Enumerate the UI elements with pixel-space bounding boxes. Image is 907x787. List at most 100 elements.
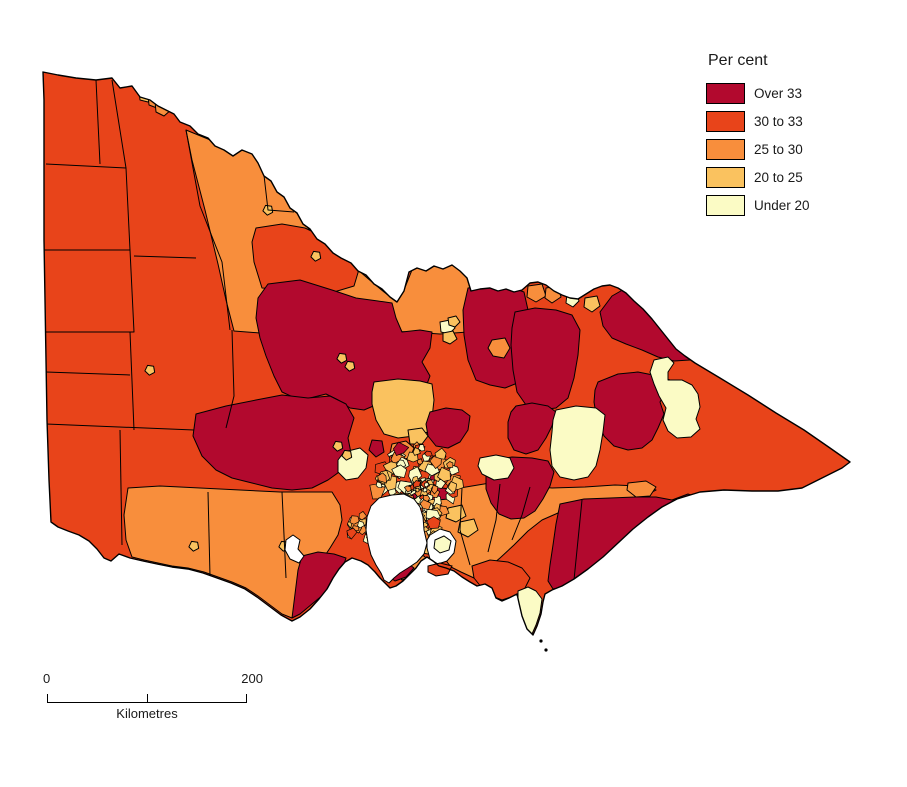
- legend-item: Under 20: [706, 194, 896, 216]
- legend-item-label: Under 20: [754, 197, 810, 213]
- metro-cell-region: [424, 450, 433, 457]
- metro-cell-region: [417, 458, 423, 465]
- region-border-line: [119, 429, 123, 546]
- legend-item: 20 to 25: [706, 166, 896, 188]
- map-region: [344, 360, 356, 372]
- map-region: [626, 480, 657, 498]
- state-outline: [42, 71, 851, 636]
- region-border-line: [281, 491, 287, 579]
- legend-item: Over 33: [706, 82, 896, 104]
- legend-item: 25 to 30: [706, 138, 896, 160]
- metro-cell-region: [377, 472, 387, 484]
- metro-cell-region: [413, 480, 421, 488]
- map-region: [407, 427, 429, 445]
- french-island: [433, 535, 452, 554]
- legend-item: 30 to 33: [706, 110, 896, 132]
- legend-items: Over 33 30 to 33 25 to 30 20 to 25 Under 20: [706, 82, 896, 216]
- region-border-line: [44, 249, 135, 333]
- region-border-line: [45, 423, 195, 431]
- metro-cell-region: [412, 447, 421, 456]
- metro-cell-region: [358, 511, 368, 521]
- legend-item-label: 25 to 30: [754, 141, 803, 157]
- metro-cell-region: [446, 461, 454, 468]
- scale-bar-labels: 0 200: [43, 671, 263, 687]
- map-region: [251, 223, 361, 293]
- map-region: [583, 295, 601, 313]
- islet: [544, 648, 548, 652]
- map-region: [487, 337, 511, 359]
- metro-cell-region: [393, 441, 410, 456]
- scale-bar: 0 200 Kilometres: [43, 671, 263, 721]
- metro-cell-region: [424, 482, 430, 488]
- legend-title: Per cent: [708, 52, 768, 69]
- region-border-line: [225, 329, 235, 429]
- metro-cell-region: [419, 499, 432, 511]
- map-region: [447, 315, 461, 328]
- metro-cell-region: [391, 464, 407, 478]
- lake-corangamite: [284, 534, 305, 564]
- map-region: [477, 454, 515, 481]
- legend-swatch: [706, 82, 745, 104]
- region-border-line: [573, 499, 583, 581]
- map-region: [457, 518, 479, 538]
- legend-swatch: [706, 194, 745, 216]
- metro-cell-region: [357, 520, 365, 529]
- map-region: [188, 540, 200, 552]
- map-region: [547, 493, 698, 590]
- region-border-line: [95, 79, 101, 165]
- map-region: [144, 364, 156, 376]
- scale-bar-bracket: [47, 694, 247, 703]
- map-region: [517, 586, 543, 635]
- legend-item-label: Over 33: [754, 85, 803, 101]
- scale-end-label: 200: [241, 671, 263, 686]
- region-border-line: [45, 163, 127, 169]
- map-region: [138, 86, 154, 103]
- metro-cell-region: [422, 487, 428, 493]
- region-border-line: [459, 487, 471, 566]
- region-border-line: [207, 491, 211, 577]
- metro-cell-region: [404, 485, 412, 493]
- map-region: [510, 307, 581, 411]
- scale-bar-midtick: [147, 694, 149, 702]
- map-region: [442, 330, 458, 345]
- map-region: [341, 449, 353, 461]
- metro-cell-region: [346, 527, 358, 540]
- map-region: [425, 407, 471, 449]
- legend-item-label: 20 to 25: [754, 169, 803, 185]
- map-region: [332, 440, 344, 452]
- metro-cell-region: [415, 487, 420, 493]
- legend: Per cent Over 33 30 to 33 25 to 30 20 to 25…: [706, 52, 896, 223]
- map-region: [368, 439, 385, 458]
- phillip-island: [427, 562, 453, 577]
- metro-cell-region: [375, 481, 383, 489]
- map-region: [336, 352, 348, 364]
- islet: [539, 639, 543, 643]
- region-border-line: [511, 486, 531, 541]
- map-region: [310, 250, 322, 262]
- metro-cell-region: [431, 484, 439, 495]
- map-region: [649, 356, 701, 439]
- metro-cell-region: [429, 456, 442, 469]
- legend-item-label: 30 to 33: [754, 113, 803, 129]
- map-region: [507, 402, 557, 455]
- region-border-line: [133, 255, 197, 259]
- region-border-line: [129, 331, 135, 431]
- legend-swatch: [706, 138, 745, 160]
- legend-swatch: [706, 166, 745, 188]
- metro-cell-region: [425, 508, 441, 521]
- map-region: [291, 551, 347, 619]
- scale-caption: Kilometres: [116, 706, 178, 721]
- legend-swatch: [706, 110, 745, 132]
- metro-cell-region: [447, 481, 458, 493]
- map-region: [526, 283, 547, 303]
- map-region: [371, 378, 435, 439]
- scale-start-label: 0: [43, 671, 51, 686]
- port-phillip-bay: [365, 493, 428, 584]
- region-border-line: [45, 371, 131, 376]
- map-region: [549, 405, 606, 481]
- metro-cell-region: [426, 516, 441, 530]
- region-border-line: [487, 483, 501, 553]
- metro-cell-region: [437, 466, 451, 482]
